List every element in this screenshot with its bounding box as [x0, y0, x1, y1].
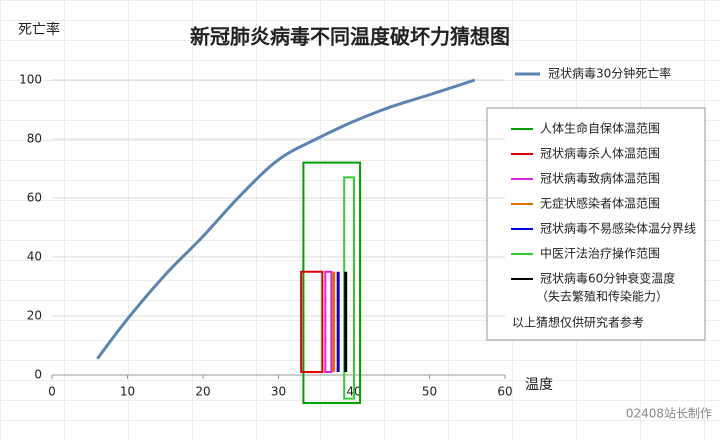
range-box [302, 161, 362, 405]
legend-label: 冠状病毒30分钟死亡率 [548, 66, 671, 81]
legend-label: 冠状病毒60分钟衰变温度 [540, 271, 675, 286]
range-box [343, 176, 355, 400]
legend-label: （失去繁殖和传染能力） [536, 289, 668, 304]
legend-label: 无症状感染者体温范围 [540, 196, 660, 211]
watermark: 02408站长制作 [626, 407, 712, 421]
note: 以上猜想仅供研究者参考 [512, 315, 644, 330]
y-tick-label: 80 [27, 132, 42, 146]
y-tick-label: 0 [34, 368, 42, 382]
line [96, 78, 476, 360]
x-tick-label: 60 [497, 385, 512, 399]
x-axis-label: 温度 [525, 377, 553, 393]
range-box [300, 270, 324, 374]
legend-label: 冠状病毒致病体温范围 [540, 171, 660, 186]
x-tick-label: 10 [120, 385, 135, 399]
x-tick-label: 50 [422, 385, 437, 399]
x-tick-label: 20 [195, 385, 210, 399]
y-tick-label: 20 [27, 309, 42, 323]
y-tick-label: 40 [27, 250, 42, 264]
legend-label: 中医汗法治疗操作范围 [540, 246, 660, 261]
range-legend-box [486, 107, 706, 341]
chart-title: 新冠肺炎病毒不同温度破坏力猜想图 [190, 25, 510, 49]
legend-label: 冠状病毒不易感染体温分界线 [540, 221, 696, 236]
y-tick-label: 60 [27, 191, 42, 205]
x-tick-label: 30 [271, 385, 286, 399]
y-tick-label: 100 [19, 73, 42, 87]
legend-label: 冠状病毒杀人体温范围 [540, 146, 660, 161]
y-axis-label: 死亡率 [18, 21, 60, 38]
range-box [324, 270, 333, 374]
legend-label: 人体生命自保体温范围 [540, 121, 660, 136]
x-tick-label: 0 [48, 385, 56, 399]
